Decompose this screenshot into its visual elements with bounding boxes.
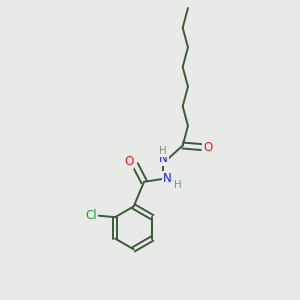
Text: N: N (163, 172, 171, 185)
Text: Cl: Cl (85, 208, 97, 222)
Text: H: H (160, 146, 167, 156)
Text: O: O (124, 155, 133, 168)
Text: H: H (174, 180, 182, 190)
Text: N: N (159, 152, 168, 165)
Text: O: O (203, 140, 212, 154)
